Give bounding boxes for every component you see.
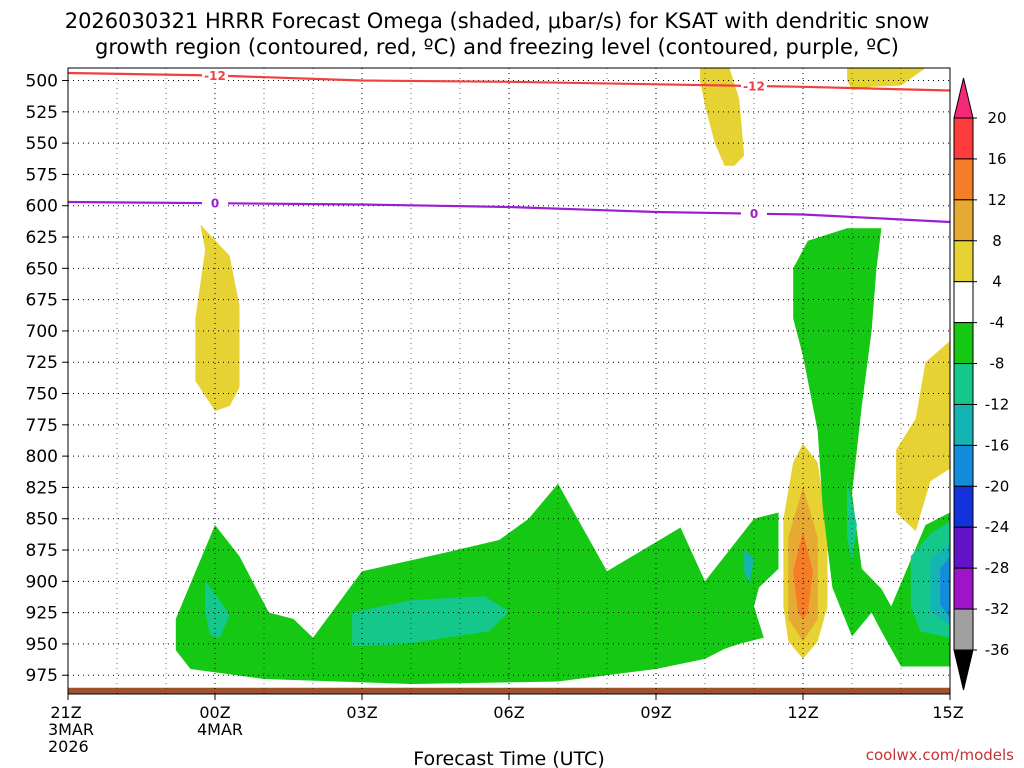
contour-label: 0	[211, 197, 219, 211]
colorbar-label: 16	[987, 150, 1006, 168]
omega-region-15	[793, 531, 813, 619]
colorbar-label: 12	[987, 191, 1006, 209]
colorbar-top-arrow	[953, 77, 974, 119]
x-tick-label: 15Z	[932, 703, 963, 722]
x-tick-label: 03Z	[346, 703, 377, 722]
x-tick-label: 06Z	[493, 703, 524, 722]
y-tick-label: 675	[26, 291, 58, 311]
contour-line-1	[68, 200, 950, 224]
x-tick-date: 3MAR	[48, 720, 94, 739]
x-tick-label: 00Z	[199, 703, 230, 722]
x-tick-date: 4MAR	[197, 720, 243, 739]
colorbar-band	[953, 117, 974, 160]
y-tick-label: 550	[26, 134, 58, 154]
colorbar-band	[953, 281, 974, 324]
contour-label: -12	[204, 69, 226, 83]
contour-label-bg	[202, 196, 228, 211]
y-tick-label: 500	[26, 72, 58, 92]
colorbar-label: 20	[987, 109, 1006, 127]
y-tick-label: 850	[26, 510, 58, 530]
y-tick-label: 925	[26, 604, 58, 624]
x-tick-label: 12Z	[787, 703, 818, 722]
omega-shading-layer	[175, 68, 950, 684]
omega-region-12	[744, 550, 754, 584]
y-tick-label: 625	[26, 228, 58, 248]
colorbar-label: -28	[985, 559, 1010, 577]
omega-region-2	[847, 68, 926, 91]
colorbar-label: -4	[990, 314, 1005, 332]
colorbar-band	[953, 158, 974, 201]
omega-region-1	[700, 68, 745, 166]
colorbar-label: 4	[992, 273, 1002, 291]
y-tick-label: 750	[26, 385, 58, 405]
colorbar-label: -16	[985, 436, 1010, 454]
colorbar: 20 16 12 8 4 -4 -8 -12 -16 -20 -24 -28 -32 -36	[953, 77, 1010, 691]
omega-region-8	[352, 596, 509, 647]
y-tick-label: 875	[26, 541, 58, 561]
y-tick-label: 600	[26, 197, 58, 217]
colorbar-band	[953, 403, 974, 446]
contour-label-bg	[741, 78, 767, 93]
contour-layer: -12 -12 0 0	[68, 68, 950, 224]
chart-title-line2: growth region (contoured, red, ºC) and f…	[95, 35, 899, 59]
y-tick-label: 775	[26, 416, 58, 436]
colorbar-label: -20	[985, 477, 1010, 495]
omega-region-7	[205, 581, 230, 638]
y-tick-label: 700	[26, 322, 58, 342]
colorbar-label: 8	[992, 232, 1002, 250]
x-tick-year: 2026	[48, 737, 89, 756]
colorbar-label: -24	[985, 518, 1010, 536]
y-tick-label: 825	[26, 478, 58, 498]
grid-layer	[68, 68, 950, 694]
y-axis: 500 525 550 575 600 625 650 675 700 725 750 775 800 8…	[26, 72, 68, 686]
terrain-fill	[68, 687, 950, 694]
y-tick-label: 950	[26, 635, 58, 655]
colorbar-band	[953, 526, 974, 569]
chart-title-line1: 2026030321 HRRR Forecast Omega (shaded, …	[65, 9, 930, 33]
colorbar-band	[953, 485, 974, 528]
x-axis-label: Forecast Time (UTC)	[413, 748, 604, 768]
colorbar-band	[953, 444, 974, 487]
contour-label: -12	[743, 79, 765, 93]
colorbar-label: -36	[985, 641, 1010, 659]
omega-region-3	[896, 340, 950, 532]
colorbar-band	[953, 608, 974, 651]
colorbar-label: -32	[985, 600, 1010, 618]
y-tick-label: 800	[26, 447, 58, 467]
colorbar-band	[953, 322, 974, 365]
colorbar-label: -8	[990, 355, 1005, 373]
terrain-layer	[68, 687, 950, 694]
y-tick-label: 725	[26, 353, 58, 373]
colorbar-band	[953, 567, 974, 610]
y-tick-label: 575	[26, 165, 58, 185]
colorbar-band	[953, 363, 974, 405]
colorbar-label: -12	[985, 395, 1010, 413]
omega-region-13	[847, 481, 857, 563]
x-tick-label: 21Z	[50, 703, 81, 722]
omega-region-5	[175, 483, 779, 684]
contour-label-bg	[741, 206, 767, 221]
contour-line-0	[68, 71, 950, 92]
y-tick-label: 650	[26, 259, 58, 279]
x-tick-label: 09Z	[640, 703, 671, 722]
omega-region-11	[940, 556, 950, 619]
y-tick-label: 975	[26, 666, 58, 686]
contour-label: 0	[750, 207, 758, 221]
colorbar-band	[953, 199, 974, 242]
colorbar-band	[953, 240, 974, 283]
y-tick-label: 900	[26, 572, 58, 592]
omega-region-0	[195, 224, 240, 411]
omega-region-6	[793, 228, 950, 667]
colorbar-bottom-arrow	[953, 649, 974, 691]
y-tick-label: 525	[26, 103, 58, 123]
credit-text: coolwx.com/models	[866, 746, 1014, 764]
contour-label-bg	[202, 68, 228, 83]
